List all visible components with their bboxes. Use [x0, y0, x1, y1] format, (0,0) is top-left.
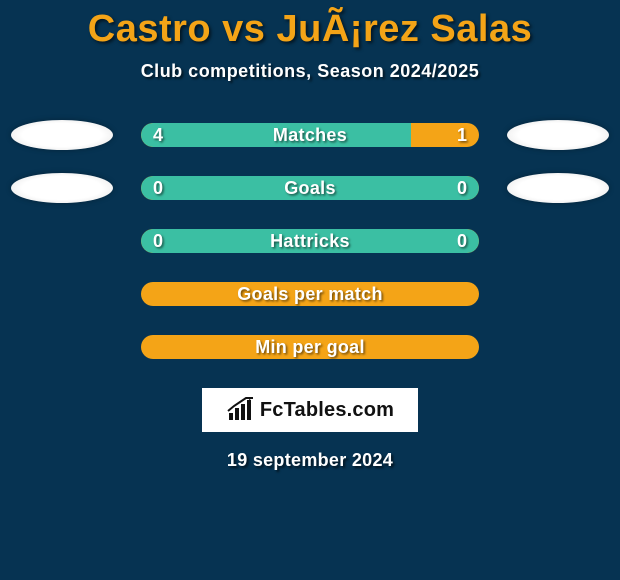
page-title: Castro vs JuÃ¡rez Salas	[0, 0, 620, 51]
avatar-right	[507, 173, 609, 203]
stat-row: Min per goal	[0, 332, 620, 362]
stats-container: 4 Matches 1 0 Goals 0 0 Hattricks 0 Goal…	[0, 120, 620, 362]
stat-bar: Goals per match	[141, 282, 479, 306]
stat-label: Goals per match	[141, 284, 479, 305]
stat-bar: Min per goal	[141, 335, 479, 359]
avatar-left	[11, 173, 113, 203]
stat-row: 0 Goals 0	[0, 173, 620, 203]
avatar-right	[507, 120, 609, 150]
stat-label: Hattricks	[141, 231, 479, 252]
stat-row: 0 Hattricks 0	[0, 226, 620, 256]
avatar-left	[11, 120, 113, 150]
stat-label: Matches	[141, 125, 479, 146]
stat-bar: 0 Hattricks 0	[141, 229, 479, 253]
subtitle: Club competitions, Season 2024/2025	[0, 61, 620, 82]
stat-label: Goals	[141, 178, 479, 199]
logo-text: FcTables.com	[260, 399, 394, 422]
stat-bar: 4 Matches 1	[141, 123, 479, 147]
stat-label: Min per goal	[141, 337, 479, 358]
stat-row: Goals per match	[0, 279, 620, 309]
stat-bar: 0 Goals 0	[141, 176, 479, 200]
logo: FcTables.com	[202, 388, 418, 432]
stat-right-value: 0	[457, 231, 467, 252]
stat-right-value: 0	[457, 178, 467, 199]
date-text: 19 september 2024	[0, 450, 620, 471]
chart-icon	[226, 397, 256, 423]
stat-row: 4 Matches 1	[0, 120, 620, 150]
stat-right-value: 1	[457, 125, 467, 146]
